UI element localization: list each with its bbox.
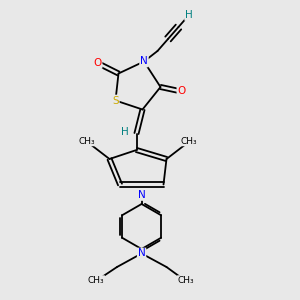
Text: H: H [121, 127, 128, 137]
Text: CH₃: CH₃ [79, 136, 95, 146]
Text: CH₃: CH₃ [178, 276, 194, 285]
Text: CH₃: CH₃ [181, 136, 197, 146]
Text: S: S [112, 95, 119, 106]
Text: N: N [138, 190, 146, 200]
Text: O: O [177, 86, 186, 97]
Text: CH₃: CH₃ [88, 276, 104, 285]
Text: N: N [140, 56, 148, 67]
Text: O: O [93, 58, 102, 68]
Text: N: N [138, 248, 146, 259]
Text: H: H [185, 10, 193, 20]
